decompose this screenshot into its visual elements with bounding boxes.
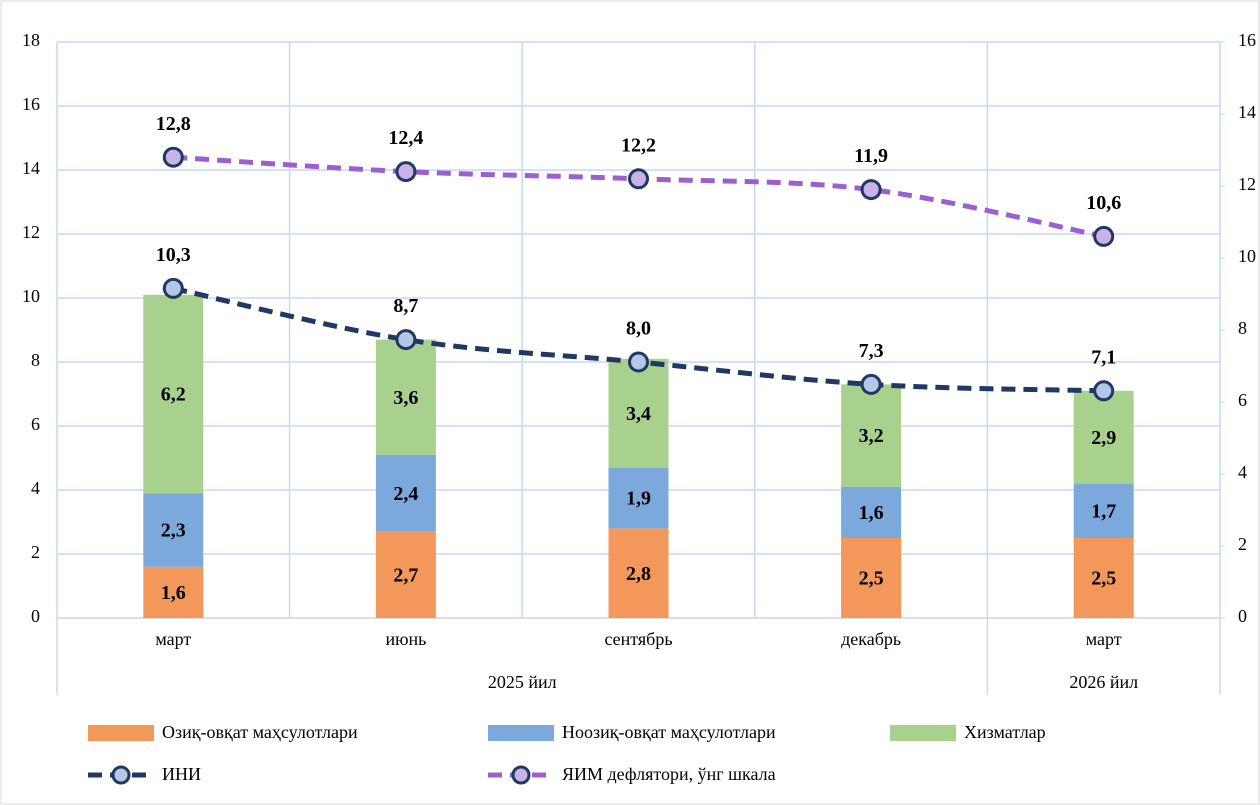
- y2-tick-label: 14: [1238, 102, 1256, 122]
- bar-segment: [1073, 538, 1134, 618]
- x-tick-label: март: [1086, 629, 1122, 649]
- group-label: 2025 йил: [488, 672, 557, 692]
- y2-tick-label: 12: [1238, 174, 1256, 194]
- bar-segment: [841, 384, 902, 487]
- bar-segment: [608, 358, 669, 468]
- bar-segment: [375, 339, 436, 455]
- bar-value-label: 3,6: [393, 387, 418, 409]
- bar-value-label: 2,9: [1091, 427, 1116, 449]
- bar-value-label: 1,9: [626, 488, 651, 510]
- legend-swatch: [890, 725, 956, 741]
- line-marker: [395, 161, 417, 183]
- y-tick-label: 14: [22, 158, 40, 178]
- x-tick-label: сентябрь: [604, 629, 672, 649]
- x-tick-label: декабрь: [841, 629, 901, 649]
- legend-label: ИНИ: [162, 764, 201, 784]
- y2-tick-label: 16: [1238, 30, 1256, 50]
- bar-segment: [841, 538, 902, 618]
- y-tick-label: 8: [31, 350, 40, 370]
- y2-tick-label: 10: [1238, 246, 1256, 266]
- legend-marker: [511, 765, 531, 785]
- bar-segment: [375, 454, 436, 532]
- bar-segment: [143, 294, 204, 494]
- legend-label: Ноозиқ-овқат маҳсулотлари: [562, 722, 776, 742]
- y-tick-label: 12: [22, 222, 40, 242]
- y2-tick-label: 2: [1238, 534, 1247, 554]
- bar-value-label: 1,6: [161, 582, 186, 604]
- bar-segment: [143, 566, 204, 618]
- bar-value-label: 2,5: [1091, 568, 1116, 590]
- line-marker: [628, 351, 649, 373]
- legend-label: ЯИМ дефлятори, ўнг шкала: [562, 764, 776, 784]
- bar-value-label: 2,4: [393, 483, 418, 505]
- y2-tick-label: 6: [1238, 390, 1247, 410]
- line-marker: [628, 168, 649, 190]
- line-marker: [1093, 380, 1115, 402]
- line-marker: [395, 329, 417, 351]
- y-tick-label: 2: [31, 542, 40, 562]
- bar-value-label: 6,2: [161, 384, 186, 406]
- bar-segment: [1073, 390, 1134, 484]
- bar-segment: [143, 493, 204, 567]
- bar-value-label: 1,6: [859, 502, 884, 524]
- y2-tick-label: 0: [1238, 606, 1247, 626]
- line-marker: [162, 277, 184, 299]
- bar-value-label: 2,3: [161, 520, 186, 542]
- bar-value-label: 3,2: [859, 425, 884, 447]
- bar-segment: [608, 528, 669, 618]
- legend-swatch: [488, 725, 554, 741]
- y-tick-label: 0: [31, 606, 40, 626]
- line-marker: [1093, 225, 1115, 247]
- bar-value-label: 2,8: [626, 563, 651, 585]
- line-value-label: 8,0: [626, 318, 651, 340]
- y-tick-label: 6: [31, 414, 40, 434]
- bar-value-label: 2,7: [393, 564, 418, 586]
- line-value-label: 11,9: [854, 145, 888, 167]
- group-label: 2026 йил: [1069, 672, 1138, 692]
- bar-value-label: 3,4: [626, 403, 651, 425]
- line-value-label: 7,1: [1091, 346, 1116, 368]
- bar-segment: [608, 467, 669, 529]
- y-tick-label: 18: [22, 30, 40, 50]
- bar-value-label: 1,7: [1091, 500, 1116, 522]
- line-value-label: 10,3: [156, 244, 191, 266]
- line-value-label: 10,6: [1086, 192, 1121, 214]
- y2-tick-label: 8: [1238, 318, 1247, 338]
- line-value-label: 12,8: [156, 113, 191, 135]
- line-value-label: 12,2: [621, 134, 656, 156]
- bar-segment: [841, 486, 902, 538]
- bar-segment: [375, 531, 436, 618]
- x-tick-label: март: [155, 629, 191, 649]
- legend-label: Хизматлар: [964, 722, 1046, 742]
- x-tick-label: июнь: [385, 629, 426, 649]
- line-marker: [162, 146, 184, 168]
- y-tick-label: 16: [22, 94, 40, 114]
- line-value-label: 8,7: [393, 295, 418, 317]
- line-marker: [860, 179, 882, 201]
- bar-value-label: 2,5: [859, 568, 884, 590]
- bar-segment: [1073, 483, 1134, 538]
- line-marker: [860, 373, 882, 395]
- legend-label: Озиқ-овқат маҳсулотлари: [162, 722, 358, 742]
- legend-swatch: [88, 725, 154, 741]
- y-tick-label: 10: [22, 286, 40, 306]
- y2-tick-label: 4: [1238, 462, 1247, 482]
- y-tick-label: 4: [31, 478, 40, 498]
- line-value-label: 12,4: [388, 127, 423, 149]
- line-value-label: 7,3: [859, 340, 884, 362]
- legend-marker: [111, 765, 131, 785]
